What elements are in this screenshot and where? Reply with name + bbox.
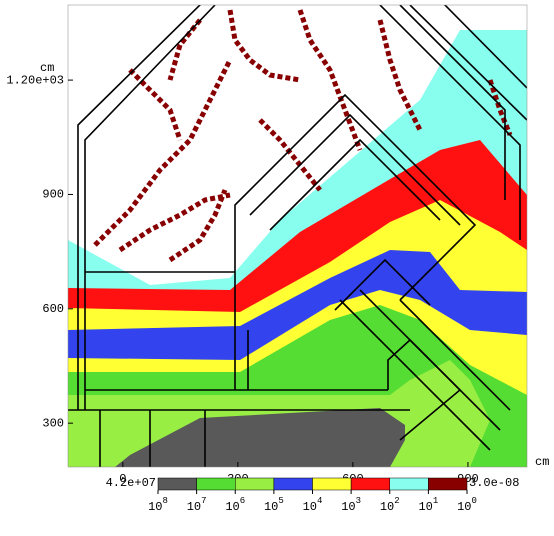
outline (387, 338, 462, 441)
x-tick-label: 0 (119, 472, 126, 486)
colorbar-tick-exponent: 6 (240, 496, 245, 506)
colorbar-min-label: 4.2e+07 (106, 476, 156, 490)
colorbar-tick-exponent: 0 (472, 496, 477, 506)
colorbar-segment (157, 477, 197, 491)
y-tick-label: 900 (42, 188, 64, 202)
outline (84, 5, 216, 410)
colorbar-tick-label: 101 (418, 496, 438, 514)
outline (443, 5, 527, 89)
colorbar-tick-base: 10 (148, 500, 162, 514)
cell-trail (227, 9, 301, 83)
colorbar-tick-exponent: 7 (201, 496, 206, 506)
cell-trail (487, 79, 513, 136)
colorbar-tick-exponent: 8 (163, 496, 168, 506)
outline (77, 5, 202, 410)
outline (379, 5, 521, 240)
cell-trail (297, 9, 363, 151)
outline (409, 5, 527, 121)
colorbar-tick-label: 100 (457, 496, 477, 514)
colorbar-tick-base: 10 (187, 500, 201, 514)
cell-trail (128, 68, 183, 141)
colorbar-segment (428, 477, 468, 491)
plot-frame (67, 4, 528, 468)
y-unit: cm (40, 61, 54, 75)
cell-trail (118, 192, 231, 253)
colorbar-segment (196, 477, 236, 491)
outline (269, 138, 441, 231)
colorbar-segment (273, 477, 313, 491)
colorbar-tick-base: 10 (264, 500, 278, 514)
y-tick-label: 1.20e+03 (6, 73, 64, 87)
outline (234, 93, 477, 390)
colorbar-tick-label: 102 (380, 496, 400, 514)
outline (399, 5, 506, 200)
outline (399, 299, 511, 411)
colorbar-segment (235, 477, 275, 491)
colorbar-tick-base: 10 (303, 500, 317, 514)
colorbar-max-label: 3.0e-08 (469, 476, 519, 490)
cell-trail (258, 118, 322, 192)
colorbar-tick-base: 10 (225, 500, 239, 514)
cell-trail (93, 58, 233, 247)
outline (249, 113, 461, 226)
cell-trail (377, 19, 423, 132)
scatter-cells (93, 9, 513, 263)
cell-trail (168, 189, 228, 263)
y-tick-label: 600 (42, 302, 64, 316)
colorbar-tick-base: 10 (380, 500, 394, 514)
colorbar-tick-label: 108 (148, 496, 168, 514)
colorbar-tick-label: 104 (303, 496, 323, 514)
colorbar-tick-base: 10 (457, 500, 471, 514)
colorbar-segment (350, 477, 390, 491)
geometry (68, 5, 527, 467)
colorbar-tick-exponent: 2 (394, 496, 399, 506)
x-unit: cm (535, 455, 549, 469)
colorbar-tick-exponent: 4 (317, 496, 322, 506)
region (115, 408, 405, 467)
colorbar-tick-label: 106 (225, 496, 245, 514)
colorbar-tick-base: 10 (418, 500, 432, 514)
outline (334, 258, 431, 311)
colorbar-tick-exponent: 3 (356, 496, 361, 506)
colorbar-segment (389, 477, 429, 491)
colorbar-tick-label: 103 (341, 496, 361, 514)
colorbar-tick-exponent: 1 (433, 496, 438, 506)
colorbar-tick-label: 105 (264, 496, 284, 514)
colorbar-tick-exponent: 5 (278, 496, 283, 506)
y-tick-label: 300 (42, 416, 64, 430)
field (68, 5, 527, 467)
colorbar-tick-base: 10 (341, 500, 355, 514)
colorbar-tick-label: 107 (187, 496, 207, 514)
colorbar-segment (312, 477, 352, 491)
outline (339, 299, 491, 451)
